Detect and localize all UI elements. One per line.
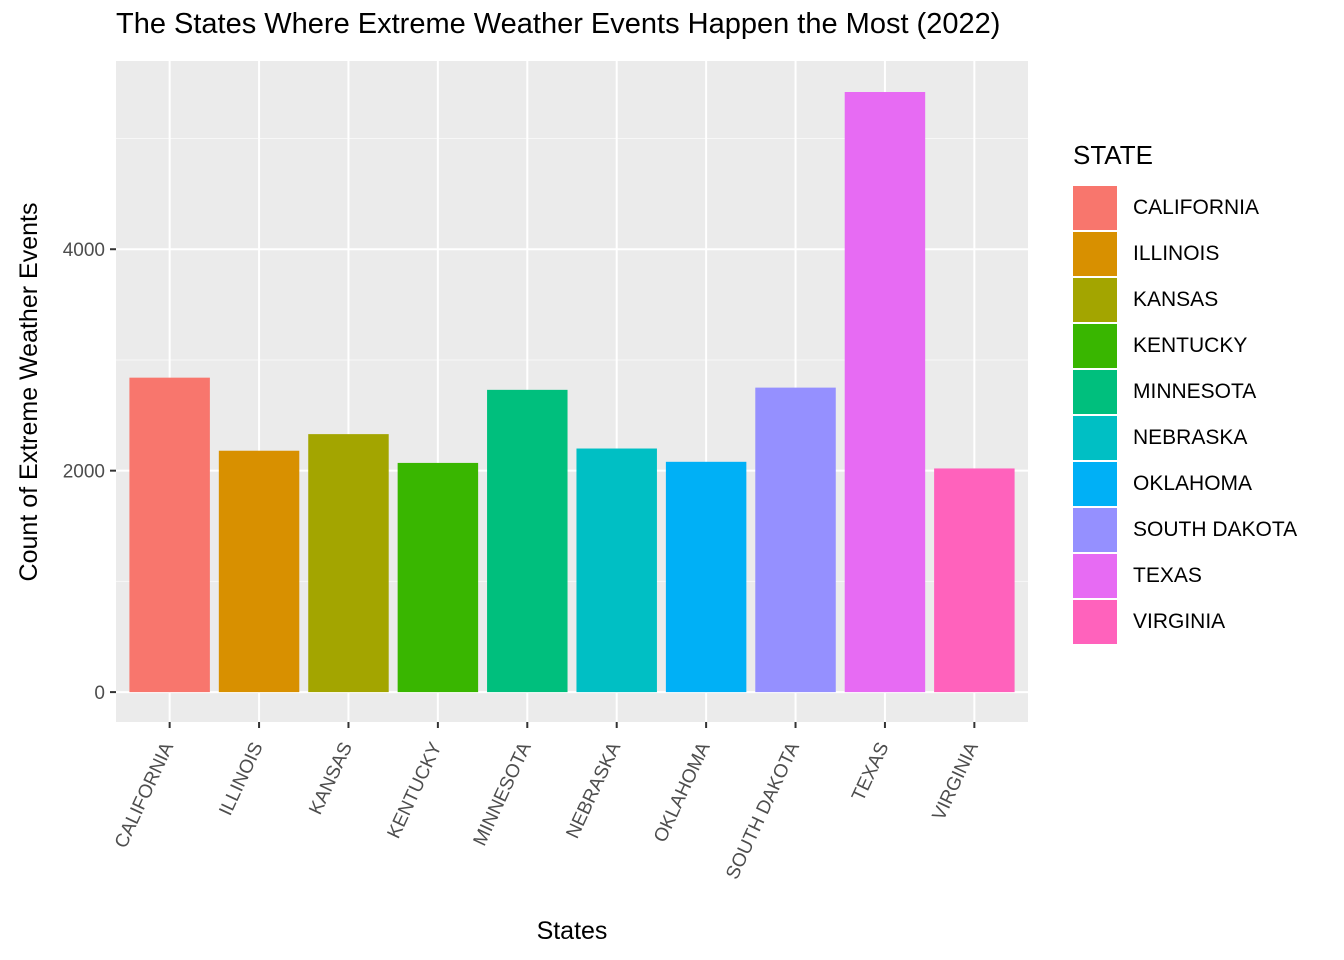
x-tick-label: KANSAS (305, 739, 357, 818)
legend-swatch (1073, 324, 1117, 368)
x-tick-label: TEXAS (848, 739, 893, 804)
bar-texas (844, 92, 926, 693)
bar-kansas (308, 434, 389, 693)
bar-illinois (218, 450, 300, 693)
y-tick-label: 4000 (63, 240, 105, 261)
bar-california (129, 377, 210, 693)
legend-label: SOUTH DAKOTA (1133, 518, 1298, 541)
x-tick-label: ILLINOIS (216, 739, 268, 819)
legend-item: VIRGINIA (1073, 599, 1297, 645)
legend-swatch (1073, 508, 1117, 552)
x-tick-label: KENTUCKY (384, 739, 447, 842)
chart-title: The States Where Extreme Weather Events … (116, 8, 1001, 40)
legend-label: KENTUCKY (1133, 334, 1248, 357)
x-tick-label: NEBRASKA (562, 739, 625, 842)
legend-item: KENTUCKY (1073, 323, 1297, 369)
legend-items: CALIFORNIA ILLINOIS KANSAS KENTUCKY MINNESOT… (1073, 185, 1297, 645)
y-tick-label: 0 (94, 683, 105, 704)
bar-minnesota (487, 389, 568, 693)
x-tick-label: SOUTH DAKOTA (722, 739, 804, 883)
bars (129, 92, 1015, 693)
legend-swatch (1073, 600, 1117, 644)
legend-label: MINNESOTA (1133, 380, 1257, 403)
legend-label: VIRGINIA (1133, 610, 1226, 633)
legend-label: KANSAS (1133, 288, 1219, 311)
x-axis-label: States (537, 917, 608, 945)
legend-label: OKLAHOMA (1133, 472, 1253, 495)
y-tick-label: 2000 (63, 462, 105, 483)
legend-swatch (1073, 232, 1117, 276)
legend-swatch (1073, 370, 1117, 414)
legend-swatch (1073, 462, 1117, 506)
legend-item: KANSAS (1073, 277, 1297, 323)
legend-title: STATE (1073, 140, 1153, 170)
legend-label: ILLINOIS (1133, 242, 1220, 265)
legend-label: TEXAS (1133, 564, 1202, 587)
legend-label: NEBRASKA (1133, 426, 1248, 449)
bar-south-dakota (755, 387, 836, 693)
legend-swatch (1073, 554, 1117, 598)
legend-item: TEXAS (1073, 553, 1297, 599)
legend-item: SOUTH DAKOTA (1073, 507, 1297, 553)
x-tick-label: MINNESOTA (470, 739, 536, 849)
legend-swatch (1073, 416, 1117, 460)
bar-nebraska (576, 448, 657, 693)
y-axis-label: Count of Extreme Weather Events (15, 203, 43, 582)
bar-virginia (934, 468, 1015, 693)
legend-item: CALIFORNIA (1073, 185, 1297, 231)
legend-item: ILLINOIS (1073, 231, 1297, 277)
legend-item: MINNESOTA (1073, 369, 1297, 415)
y-axis: 0 2000 4000 (63, 240, 116, 704)
legend-item: OKLAHOMA (1073, 461, 1297, 507)
bar-kentucky (397, 462, 479, 693)
legend: STATE CALIFORNIA ILLINOIS KANSAS KENTUCKY MI… (1073, 140, 1297, 645)
legend-label: CALIFORNIA (1133, 196, 1260, 219)
x-axis: CALIFORNIA ILLINOIS KANSAS KENTUCKY MINNESOT… (111, 722, 983, 883)
legend-item: NEBRASKA (1073, 415, 1297, 461)
x-tick-label: CALIFORNIA (111, 739, 178, 852)
legend-swatch (1073, 278, 1117, 322)
legend-swatch (1073, 186, 1117, 230)
x-tick-label: VIRGINIA (929, 739, 983, 824)
x-tick-label: OKLAHOMA (650, 739, 715, 846)
bar-oklahoma (665, 461, 747, 693)
